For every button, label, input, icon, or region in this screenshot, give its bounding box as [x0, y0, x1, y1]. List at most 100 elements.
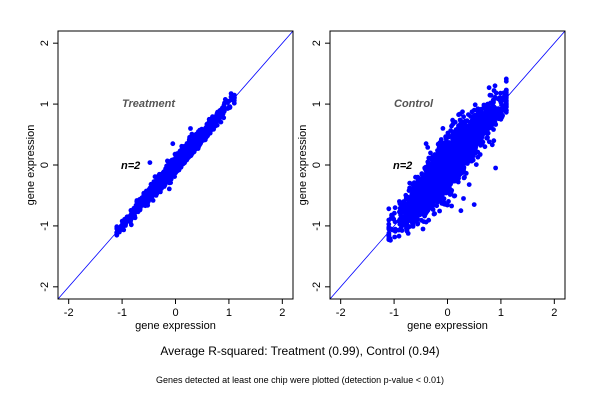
y-tick-label: 2 [39, 40, 51, 46]
y-tick-label: -2 [39, 282, 51, 292]
data-point [429, 164, 435, 170]
data-point [455, 179, 461, 185]
data-point [503, 78, 509, 84]
data-point [450, 146, 455, 152]
data-point [462, 174, 467, 180]
y-tick-label: 1 [311, 101, 323, 107]
data-point [453, 127, 459, 132]
data-point [485, 135, 490, 141]
data-point [474, 112, 480, 118]
data-point [440, 125, 446, 131]
data-point [435, 177, 441, 183]
sample-count-label: n=2 [393, 160, 412, 172]
data-point [431, 168, 437, 173]
data-point [463, 119, 468, 125]
data-point [464, 148, 469, 153]
data-point [493, 90, 499, 96]
x-tick-label: 1 [226, 307, 232, 319]
x-tick-label: 2 [551, 307, 557, 319]
data-point [221, 106, 227, 112]
data-point [485, 124, 491, 130]
data-point [486, 139, 492, 145]
data-point [456, 112, 461, 118]
data-point [402, 220, 408, 226]
data-point [143, 203, 148, 209]
data-point [199, 134, 205, 139]
data-point [202, 130, 208, 136]
data-point [463, 170, 469, 176]
data-point [135, 206, 141, 212]
data-point [445, 168, 451, 173]
data-point [447, 178, 453, 183]
data-point [468, 122, 474, 127]
data-point [454, 152, 460, 158]
data-point [403, 207, 408, 213]
data-point [446, 140, 451, 146]
data-point [189, 143, 194, 148]
data-point [391, 216, 397, 222]
data-point [425, 145, 431, 150]
data-point [471, 107, 477, 113]
data-point [392, 205, 398, 211]
r-squared-summary: Average R-squared: Treatment (0.99), Con… [160, 344, 440, 358]
data-point [398, 203, 404, 209]
data-point [130, 209, 135, 215]
data-point [423, 182, 429, 187]
data-point [503, 88, 509, 93]
x-tick-label: 2 [279, 307, 285, 319]
data-point [426, 206, 432, 212]
data-point [466, 182, 472, 188]
data-point [490, 121, 496, 127]
data-point [503, 94, 509, 100]
data-point [436, 189, 442, 194]
data-point [450, 117, 455, 123]
data-point [499, 102, 505, 108]
data-point [388, 237, 393, 243]
data-point [157, 182, 162, 188]
data-point [121, 222, 127, 227]
data-point [461, 132, 466, 137]
data-point [444, 149, 450, 154]
data-point [478, 137, 484, 143]
data-point [410, 220, 415, 226]
data-point [436, 158, 442, 164]
data-point [180, 158, 186, 164]
x-tick-label: 0 [444, 307, 450, 319]
data-point [426, 201, 432, 207]
plot-area [58, 31, 293, 299]
data-point [434, 193, 439, 199]
x-tick-label: 1 [498, 307, 504, 319]
data-point [472, 125, 478, 131]
data-point [160, 178, 166, 183]
data-point [498, 116, 504, 122]
data-point [487, 92, 493, 98]
panel-title: Control [394, 98, 434, 110]
x-axis-label: gene expression [135, 320, 216, 332]
data-point [392, 234, 398, 240]
data-point [458, 163, 464, 169]
data-point [146, 191, 152, 197]
data-point [437, 140, 443, 146]
data-point [410, 185, 416, 191]
data-point [472, 102, 478, 108]
data-point [479, 118, 485, 124]
data-point [217, 108, 223, 113]
data-point [403, 192, 409, 198]
data-point [417, 195, 423, 200]
data-point [439, 200, 445, 206]
data-point [426, 155, 432, 161]
control-panel: -2 -1 0 1 2 -2 -1 0 1 2 gene expression gene expres… [297, 30, 566, 332]
data-point [167, 163, 173, 169]
data-point [457, 172, 462, 178]
data-point [445, 132, 451, 138]
data-point [386, 206, 392, 212]
data-point [424, 178, 429, 183]
data-point [138, 198, 144, 204]
data-point [227, 104, 233, 110]
data-point [178, 147, 184, 153]
data-point [420, 226, 426, 232]
data-point [491, 138, 497, 144]
data-point [461, 196, 466, 201]
data-point [411, 203, 417, 209]
y-axis-label: gene expression [297, 125, 309, 206]
